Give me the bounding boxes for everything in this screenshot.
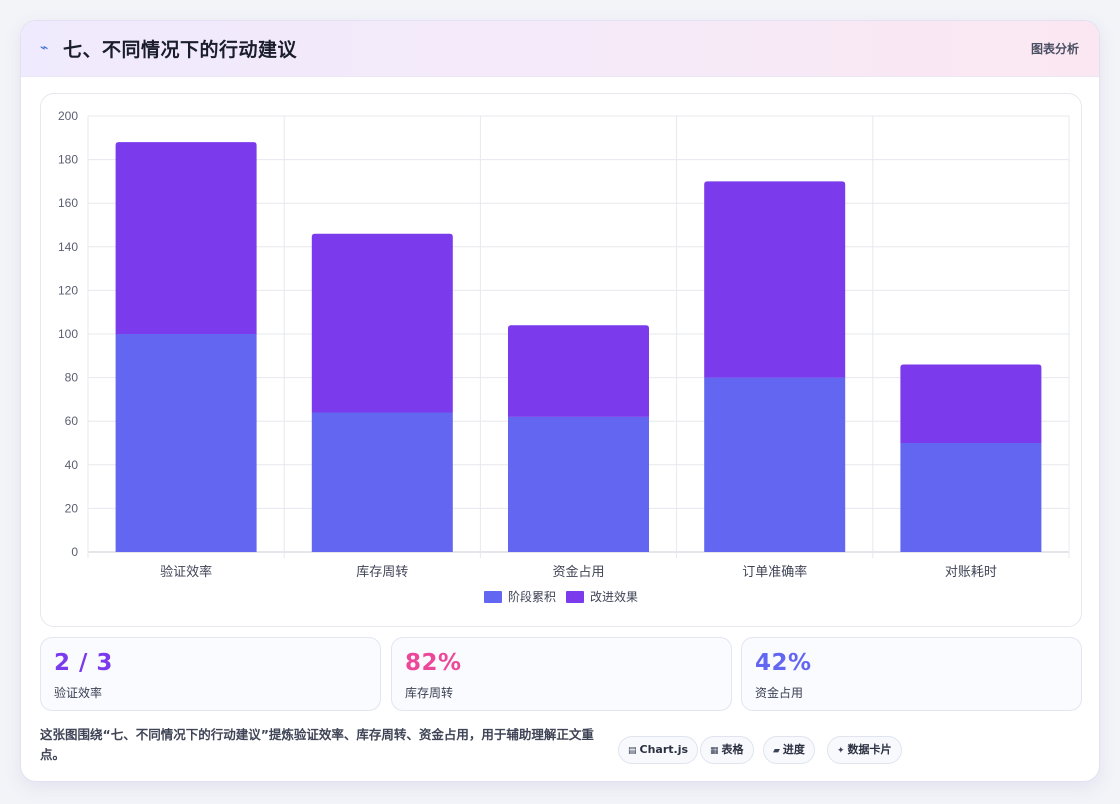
x-tick-label: 库存周转	[356, 564, 408, 579]
legend-swatch	[566, 591, 584, 603]
x-tick-label: 对账耗时	[945, 564, 997, 579]
x-tick-label: 资金占用	[552, 564, 604, 579]
y-tick-label: 40	[65, 458, 79, 472]
y-tick-label: 60	[65, 414, 79, 428]
chart-icon: ▤	[628, 746, 637, 756]
kpi-label: 资金占用	[755, 686, 804, 700]
legend-label: 阶段累积	[508, 589, 556, 604]
kpi-value: 2 / 3	[54, 650, 113, 676]
bar-2	[900, 364, 1042, 443]
chart-card: ⌁ 七、不同情况下的行动建议 图表分析 0 20 40 60 80 100 120 140 16…	[20, 20, 1100, 782]
kpi-label: 验证效率	[54, 686, 103, 700]
y-tick-label: 160	[58, 196, 78, 210]
bar-1	[704, 377, 846, 552]
legend-label: 改进效果	[590, 589, 638, 604]
header-tag: 图表分析	[1030, 42, 1079, 56]
y-tick-label: 140	[58, 240, 78, 254]
bar-1	[900, 443, 1042, 552]
card-icon: ✦	[837, 746, 845, 756]
progress-icon: ▰	[773, 746, 780, 756]
bar-1	[115, 334, 257, 552]
chip-table[interactable]: ▦ 表格	[700, 736, 754, 764]
bar-2	[508, 325, 649, 417]
wave-icon: ⌁	[40, 40, 49, 56]
table-icon: ▦	[710, 746, 719, 756]
y-tick-label: 0	[71, 545, 78, 559]
kpi-value: 42%	[755, 650, 812, 676]
y-tick-label: 200	[58, 109, 78, 123]
y-tick-label: 80	[65, 371, 79, 385]
card-header: ⌁ 七、不同情况下的行动建议 图表分析	[21, 21, 1099, 77]
kpi-value: 82%	[405, 650, 462, 676]
chart-description: 这张图围绕“七、不同情况下的行动建议”提炼验证效率、库存周转、资金占用，用于辅助…	[40, 727, 594, 762]
page-title: 七、不同情况下的行动建议	[63, 39, 298, 61]
bar-2	[115, 142, 257, 334]
chip-chartjs[interactable]: ▤ Chart.js	[618, 736, 699, 764]
kpi-label: 库存周转	[405, 686, 454, 700]
y-tick-label: 120	[58, 283, 78, 297]
y-tick-label: 100	[58, 327, 78, 341]
kpi-card-2: 82% 库存周转	[391, 637, 732, 711]
y-tick-label: 180	[58, 153, 78, 167]
chip-data-card[interactable]: ✦ 数据卡片	[827, 736, 902, 764]
bar-1	[508, 416, 649, 552]
x-tick-label: 验证效率	[160, 564, 212, 579]
chip-label: Chart.js	[639, 743, 689, 756]
stacked-bar-chart: 0 20 40 60 80 100 120 140 160 180 200 验证效率 库存周转 资金占用 订…	[58, 109, 1070, 604]
x-tick-label: 订单准确率	[742, 564, 807, 579]
chip-progress[interactable]: ▰ 进度	[763, 736, 815, 764]
bar-2	[311, 233, 453, 413]
kpi-card-3: 42% 资金占用	[741, 637, 1082, 711]
kpi-row: 2 / 3 验证效率 82% 库存周转 42% 资金占用	[40, 637, 1082, 711]
chip-label: 表格	[721, 743, 744, 756]
chip-label: 进度	[782, 743, 805, 756]
bar-1	[311, 412, 453, 552]
chip-label: 数据卡片	[847, 743, 892, 756]
kpi-card-1: 2 / 3 验证效率	[40, 637, 381, 711]
chart-panel: 0 20 40 60 80 100 120 140 160 180 200 验证效率 库存周转 资金占用 订…	[40, 93, 1082, 627]
legend-swatch	[484, 591, 502, 603]
bar-2	[704, 181, 846, 378]
y-tick-label: 20	[65, 501, 79, 515]
